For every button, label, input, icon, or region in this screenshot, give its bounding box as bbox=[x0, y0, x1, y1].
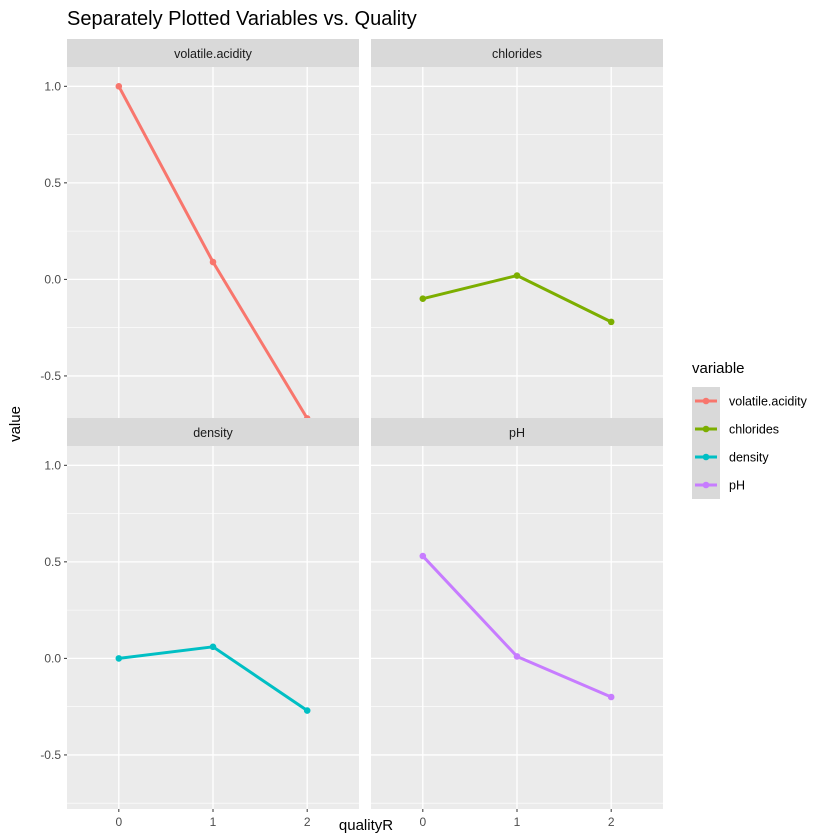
data-point bbox=[419, 295, 427, 303]
x-tick-label: 2 bbox=[608, 815, 615, 829]
facet-chlorides: chlorides bbox=[371, 39, 663, 430]
y-tick-label: -0.5 bbox=[40, 369, 61, 383]
facet-volatile.acidity: volatile.acidity -0.5 0.0 0.5 1.0 bbox=[40, 39, 359, 430]
data-point bbox=[303, 707, 311, 714]
y-tick-label: 1.0 bbox=[44, 458, 61, 472]
legend-key-point bbox=[702, 481, 710, 489]
y-axis-title: value bbox=[7, 406, 24, 442]
data-point bbox=[419, 552, 427, 560]
data-point bbox=[115, 655, 123, 662]
y-tick-label: 0.0 bbox=[44, 651, 61, 665]
data-point bbox=[115, 83, 123, 90]
data-point bbox=[209, 258, 217, 266]
x-tick-label: 2 bbox=[304, 815, 311, 829]
chart-title: Separately Plotted Variables vs. Quality bbox=[67, 8, 417, 30]
facets-layer: volatile.acidity -0.5 0.0 0.5 1.0 chlorides de… bbox=[40, 39, 663, 829]
legend-key-point bbox=[702, 397, 710, 405]
facet-pH: pH 0 1 2 bbox=[371, 418, 663, 829]
legend-label: chlorides bbox=[729, 423, 779, 437]
data-point bbox=[513, 653, 521, 660]
legend-item-pH: pH bbox=[692, 471, 745, 499]
facet-strip bbox=[67, 418, 359, 446]
legend-item-density: density bbox=[692, 443, 769, 471]
facet-strip bbox=[371, 39, 663, 67]
x-tick-label: 1 bbox=[210, 815, 217, 829]
y-tick-label: 0.5 bbox=[44, 555, 61, 569]
data-point bbox=[209, 643, 217, 651]
x-tick-label: 0 bbox=[115, 815, 122, 829]
facet-strip-label: chlorides bbox=[492, 47, 542, 61]
legend-item-chlorides: chlorides bbox=[692, 415, 779, 443]
legend-items: volatile.acidity chlorides density pH bbox=[692, 387, 808, 499]
legend-label: pH bbox=[729, 479, 745, 493]
x-axis-title: qualityR bbox=[339, 817, 393, 834]
data-point bbox=[607, 693, 615, 701]
facet-strip-label: volatile.acidity bbox=[174, 47, 253, 61]
x-tick-label: 1 bbox=[514, 815, 521, 829]
y-tick-label: 0.0 bbox=[44, 272, 61, 286]
data-point bbox=[513, 272, 521, 279]
facet-strip-label: pH bbox=[509, 426, 525, 440]
facet-density: density -0.5 0.0 0.5 1.0 0 1 2 bbox=[40, 418, 359, 829]
legend-label: density bbox=[729, 451, 769, 465]
x-tick-label: 0 bbox=[419, 815, 426, 829]
legend-label: volatile.acidity bbox=[729, 395, 808, 409]
facet-strip bbox=[67, 39, 359, 67]
legend-key-point bbox=[702, 453, 710, 461]
legend-key-point bbox=[702, 425, 710, 433]
facet-strip bbox=[371, 418, 663, 446]
y-tick-label: -0.5 bbox=[40, 748, 61, 762]
y-tick-label: 1.0 bbox=[44, 79, 61, 93]
y-tick-label: 0.5 bbox=[44, 176, 61, 190]
legend-item-volatile.acidity: volatile.acidity bbox=[692, 387, 808, 415]
legend-title: variable bbox=[692, 360, 745, 377]
legend: variable volatile.acidity chlorides densit… bbox=[692, 360, 808, 499]
data-point bbox=[607, 318, 615, 326]
facet-strip-label: density bbox=[193, 426, 233, 440]
